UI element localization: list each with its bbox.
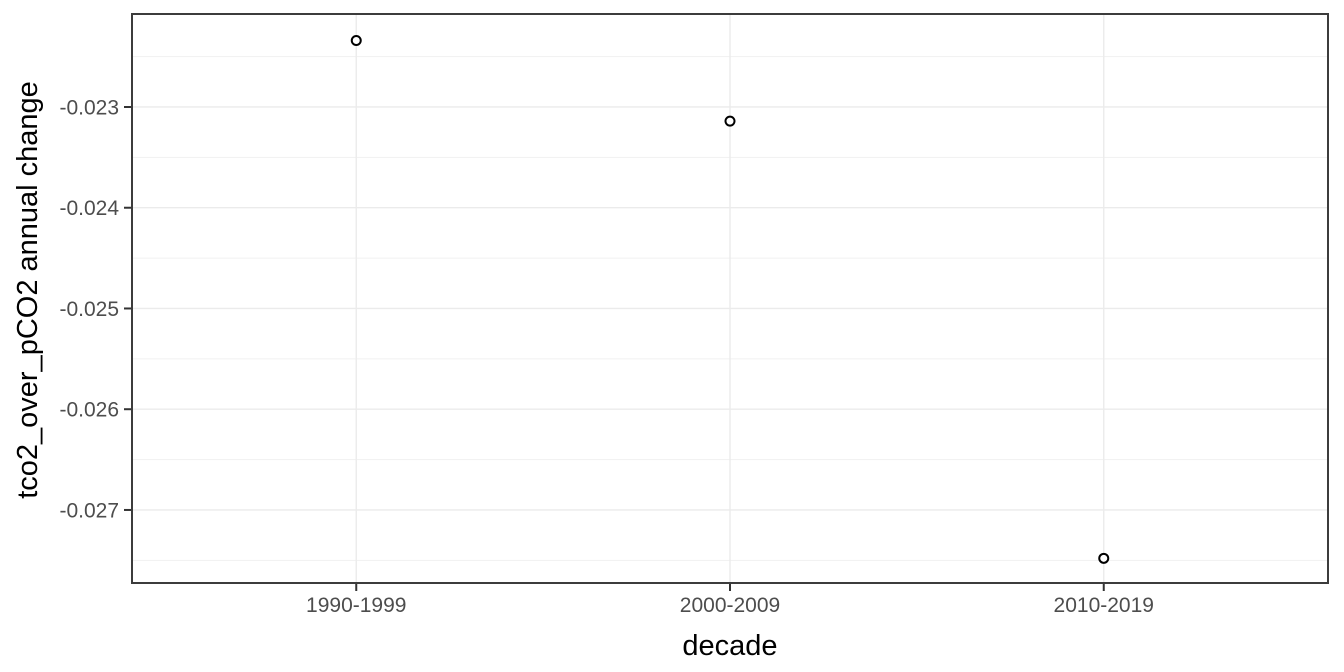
x-axis-title: decade	[682, 630, 777, 662]
y-tick-label: -0.027	[59, 499, 119, 522]
plot-panel: -0.023 -0.024 -0.025 -0.026 -0.027 1990-1999 2…	[59, 13, 1329, 617]
data-point	[724, 115, 736, 127]
y-tick-label: -0.025	[59, 298, 119, 321]
x-tick-label: 2010-2019	[1054, 594, 1154, 617]
panel-border	[131, 13, 1329, 584]
y-axis-title: tco2_over_pCO2 annual change	[12, 81, 44, 499]
data-point	[350, 34, 362, 46]
x-tick-label: 1990-1999	[306, 594, 406, 617]
data-point	[1098, 552, 1110, 564]
x-tick-label: 2000-2009	[680, 594, 780, 617]
y-tick-label: -0.024	[59, 197, 119, 220]
y-tick-label: -0.026	[59, 399, 119, 422]
y-tick-label: -0.023	[59, 96, 119, 119]
